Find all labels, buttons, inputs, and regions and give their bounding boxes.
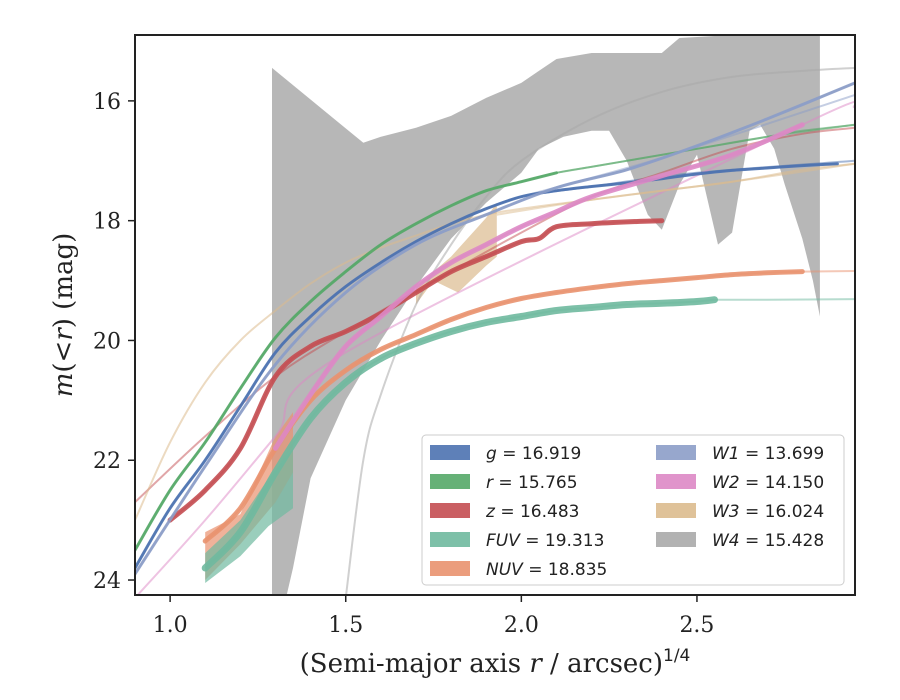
x-tick-label: 1.0 [153, 613, 188, 638]
x-tick-label: 2.5 [679, 613, 714, 638]
model-extension-w2 [136, 100, 855, 595]
y-tick-label: 18 [93, 210, 121, 235]
data-curves [135, 81, 855, 576]
legend-band-name: W4 [712, 531, 740, 551]
legend-swatch-w2 [656, 474, 696, 489]
legend-label-w3: W3 = 16.024 [712, 502, 824, 522]
plot-frame [134, 34, 856, 596]
legend-band-name: z [485, 502, 496, 522]
legend-band-name: FUV [486, 531, 521, 551]
model-curve-w4 [345, 66, 855, 595]
legend-label-w1: W1 = 13.699 [712, 444, 824, 464]
legend-frame [421, 434, 845, 586]
model-extension-r [556, 123, 855, 174]
legend-band-name: W1 [712, 444, 740, 464]
legend-swatch-r [430, 474, 470, 489]
legend-band-name: g [486, 444, 497, 464]
legend-label-w4: W4 = 15.428 [712, 531, 824, 551]
y-axis-label-open: (< [49, 341, 79, 373]
model-extension-fuv [714, 298, 855, 301]
legend-band-name: W2 [712, 473, 740, 493]
legend-label-z: z = 16.483 [485, 502, 579, 522]
model-extension-nuv [802, 270, 855, 273]
legend-swatch-fuv [430, 532, 470, 547]
legend-band-name: r [486, 473, 494, 493]
model-extension-w3 [496, 162, 855, 216]
model-extension-z [135, 126, 855, 503]
legend-swatch-w4 [656, 532, 696, 547]
legend-swatch-w3 [656, 503, 696, 518]
data-curve-w1 [135, 81, 855, 576]
x-axis-label-unit: / arcsec) [542, 649, 663, 679]
data-curve-r [135, 171, 558, 552]
legend-label-nuv: NUV = 18.835 [486, 560, 607, 580]
y-tick-label: 16 [93, 90, 121, 115]
legend-swatch-z [430, 503, 470, 518]
y-axis-label: m(<r) (mag) [49, 233, 79, 398]
legend-band-value: = 13.699 [740, 444, 825, 464]
legend-band-value: = 16.024 [740, 502, 825, 522]
x-axis-label-main: (Semi-major axis [300, 649, 530, 679]
legend-swatch-nuv [430, 561, 470, 576]
legend-swatch-g [430, 445, 470, 460]
data-curve-z [167, 218, 665, 523]
legend-band-value: = 19.313 [520, 531, 605, 551]
data-curve-g [135, 162, 839, 570]
y-tick-label: 24 [93, 569, 121, 594]
legend-band-name: NUV [486, 560, 524, 580]
x-tick-label: 1.5 [328, 613, 363, 638]
legend-label-g: g = 16.919 [486, 444, 581, 464]
legend-label-fuv: FUV = 19.313 [486, 531, 604, 551]
data-curve-fuv [201, 296, 718, 572]
legend-band-value: = 15.765 [493, 473, 578, 493]
y-axis-ticks: 16 18 20 22 24 [93, 90, 135, 594]
legend-band-value: = 15.428 [740, 531, 825, 551]
y-tick-label: 22 [93, 449, 121, 474]
legend-band-value: = 14.150 [740, 473, 825, 493]
x-axis-label-var: r [529, 649, 543, 679]
legend-swatch-w1 [656, 445, 696, 460]
legend-band-value: = 18.835 [523, 560, 608, 580]
y-axis-label-close: ) (mag) [49, 233, 79, 329]
x-axis-label-exponent: 1/4 [663, 646, 690, 666]
legend-band-value: = 16.919 [497, 444, 582, 464]
legend-label-w2: W2 = 14.150 [712, 473, 824, 493]
data-curve-w2 [273, 122, 805, 451]
legend-label-r: r = 15.765 [486, 473, 578, 493]
x-axis-label: (Semi-major axis r / arcsec)1/4 [300, 646, 691, 679]
y-axis-label-m: m [49, 373, 79, 398]
legend-band-value: = 16.483 [495, 502, 580, 522]
y-axis-label-r: r [49, 327, 79, 341]
legend-band-name: W3 [712, 502, 740, 522]
x-tick-label: 2.0 [504, 613, 539, 638]
y-tick-label: 20 [93, 329, 121, 354]
x-axis-ticks: 1.0 1.5 2.0 2.5 [153, 595, 714, 638]
